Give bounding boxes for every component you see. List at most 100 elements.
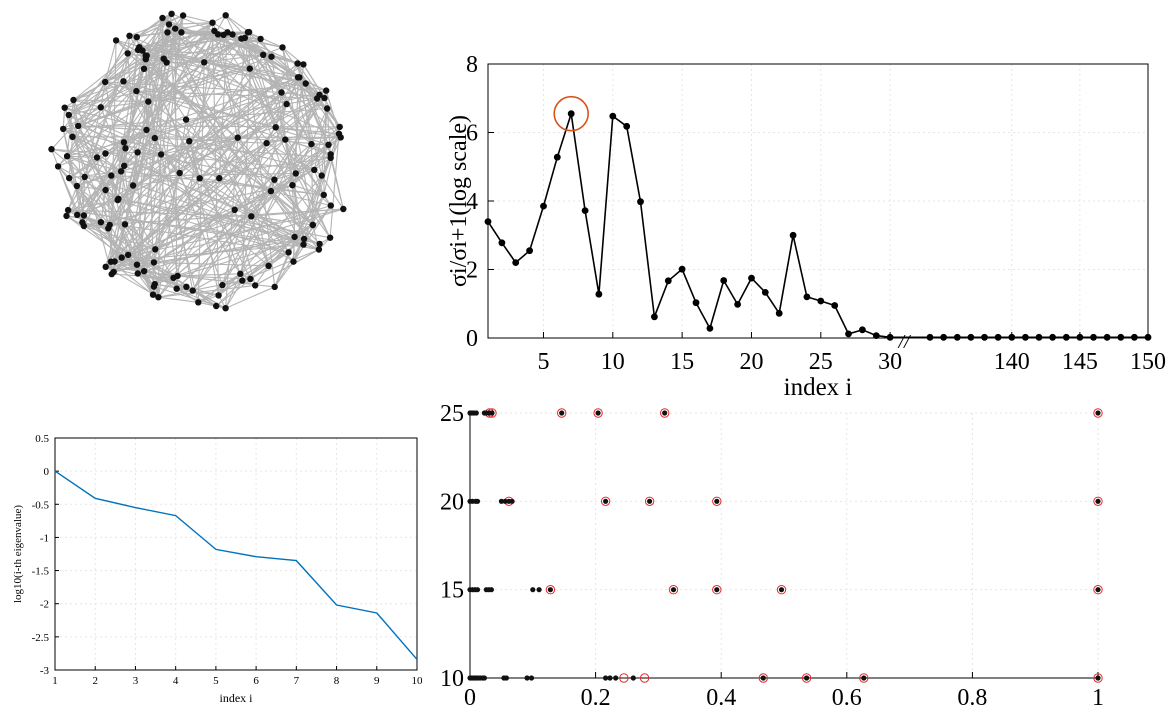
ratio-xtick-label: 20 [739, 349, 763, 375]
graph-edge [145, 24, 170, 60]
ratio-point [817, 297, 825, 305]
graph-node [260, 51, 267, 58]
graph-node [111, 258, 118, 265]
graph-node [285, 249, 292, 256]
network-graph-panel [48, 10, 347, 312]
eigen-ytick-label: -2.5 [32, 632, 50, 644]
graph-edge [239, 236, 295, 275]
eigen-xtick-label: 9 [374, 675, 380, 687]
graph-edge [286, 77, 300, 105]
eigen-ytick-label: 0.5 [35, 433, 49, 445]
eigen-xtick-label: 2 [92, 675, 98, 687]
graph-edge [168, 22, 213, 25]
graph-edge [136, 13, 172, 38]
graph-node [257, 35, 264, 43]
graph-node [300, 61, 307, 68]
ratio-point [1008, 333, 1016, 341]
scatter-point-red [859, 673, 869, 683]
graph-node [102, 78, 109, 86]
graph-node [115, 195, 122, 202]
graph-node [327, 202, 334, 209]
ratio-point [1049, 333, 1056, 341]
graph-edge [321, 175, 344, 210]
graph-edge [274, 261, 294, 288]
graph-node [263, 140, 270, 147]
graph-edge [198, 280, 243, 303]
ratio-point [637, 198, 644, 206]
ratio-point [540, 202, 547, 210]
ratio-ytick-label: 4 [466, 189, 478, 215]
graph-node [69, 133, 76, 140]
scatter-xtick-label: 0.8 [957, 685, 987, 708]
graph-node [209, 19, 216, 26]
graph-edge [225, 273, 241, 309]
scatter-point-black [498, 498, 504, 504]
graph-node [229, 31, 236, 38]
graph-node [325, 141, 332, 148]
eigen-xtick-label: 1 [52, 675, 58, 687]
ratio-point [761, 289, 769, 296]
ratio-ytick-label: 8 [466, 52, 478, 78]
eigen-xtick-label: 10 [412, 675, 424, 687]
eigen-xtick-label: 8 [334, 675, 340, 687]
graph-edge [215, 280, 243, 307]
ratio-point [803, 293, 811, 301]
ratio-point [981, 333, 988, 341]
scatter-ytick-label: 20 [440, 489, 464, 515]
ratio-point [1103, 333, 1111, 341]
ratio-point [1035, 333, 1043, 341]
graph-edge [66, 35, 130, 157]
graph-edge [275, 126, 341, 138]
graph-edge [68, 37, 246, 116]
graph-edge [176, 288, 219, 296]
graph-edge [199, 177, 236, 211]
graph-edge [177, 275, 275, 288]
scatter-xtick-label: 0.4 [706, 685, 736, 708]
graph-node [79, 219, 86, 226]
eigen-xtick-label: 7 [294, 675, 300, 687]
graph-edge [123, 141, 269, 267]
graph-edge [96, 141, 125, 158]
ratio-series-lines [487, 113, 1148, 339]
graph-edge [68, 209, 304, 246]
graph-edge [77, 125, 154, 295]
graph-node [320, 191, 327, 199]
graph-edge [154, 224, 313, 285]
graph-node [211, 27, 218, 35]
ratio-gridlines [488, 64, 1149, 338]
graph-edge [118, 185, 134, 200]
graph-node [182, 116, 190, 123]
eigen-ytick-label: -0.5 [32, 499, 50, 511]
graph-edge [295, 153, 331, 174]
graph-edge [222, 251, 289, 286]
scatter-point-black [474, 587, 481, 593]
graph-node [97, 219, 105, 226]
graph-node [159, 14, 166, 22]
graph-edge [109, 63, 298, 226]
singular-value-ratio-plot: 0 2 4 6 8 5 10 15 20 25 30 140 145 150 // index i σi/… [446, 52, 1166, 401]
graph-edge [295, 172, 332, 207]
graph-node [196, 175, 203, 182]
scatter-point-black [804, 675, 810, 681]
graph-edge [158, 296, 199, 303]
graph-node [172, 25, 179, 32]
graph-edge [239, 98, 318, 275]
scatter-point-red [712, 585, 722, 595]
axis-break-mark: // [897, 331, 912, 353]
eigen-xtick-label: 4 [173, 675, 179, 687]
graph-edge [64, 81, 106, 109]
graph-edge [83, 142, 125, 216]
ratio-point [1022, 333, 1029, 341]
graph-edge [62, 106, 102, 130]
graph-edge [324, 97, 341, 128]
graph-node [134, 270, 141, 277]
graph-edge [124, 223, 156, 250]
ratio-point [706, 325, 714, 332]
graph-node [231, 206, 238, 213]
graph-edge [174, 28, 178, 289]
graph-edge [297, 77, 332, 155]
eigen-series-line [54, 470, 418, 660]
graph-edge [136, 34, 233, 92]
graph-node [173, 285, 180, 292]
graph-node [183, 283, 190, 290]
